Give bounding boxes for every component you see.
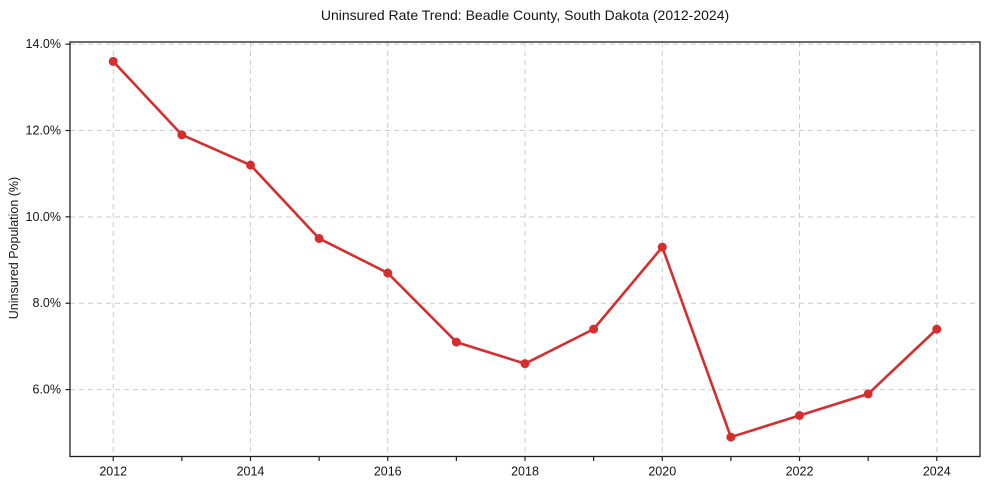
- data-point-2016: [383, 268, 393, 278]
- x-tick-label: 2022: [786, 465, 814, 479]
- y-tick-label: 14.0%: [26, 37, 61, 51]
- data-point-2014: [245, 160, 255, 170]
- data-point-2024: [932, 324, 942, 334]
- data-point-2019: [589, 324, 599, 334]
- data-point-2012: [108, 56, 118, 66]
- y-tick-label: 12.0%: [26, 124, 61, 138]
- data-point-2022: [795, 410, 805, 420]
- data-point-2020: [657, 242, 667, 252]
- plot-border: [69, 41, 981, 458]
- y-tick-label: 10.0%: [26, 210, 61, 224]
- x-tick-label: 2024: [923, 465, 951, 479]
- y-tick-label: 6.0%: [33, 383, 62, 397]
- x-tick-label: 2014: [237, 465, 265, 479]
- data-point-2021: [726, 432, 736, 442]
- data-point-2023: [863, 389, 873, 399]
- data-point-2017: [451, 337, 461, 347]
- x-tick-label: 2020: [648, 465, 676, 479]
- chart-title: Uninsured Rate Trend: Beadle County, Sou…: [320, 7, 730, 23]
- x-tick-label: 2016: [374, 465, 402, 479]
- x-tick-label: 2018: [511, 465, 539, 479]
- data-point-2013: [177, 130, 187, 140]
- data-point-2015: [314, 233, 324, 243]
- y-tick-label: 8.0%: [33, 296, 62, 310]
- x-tick-label: 2012: [99, 465, 127, 479]
- data-point-2018: [520, 359, 530, 369]
